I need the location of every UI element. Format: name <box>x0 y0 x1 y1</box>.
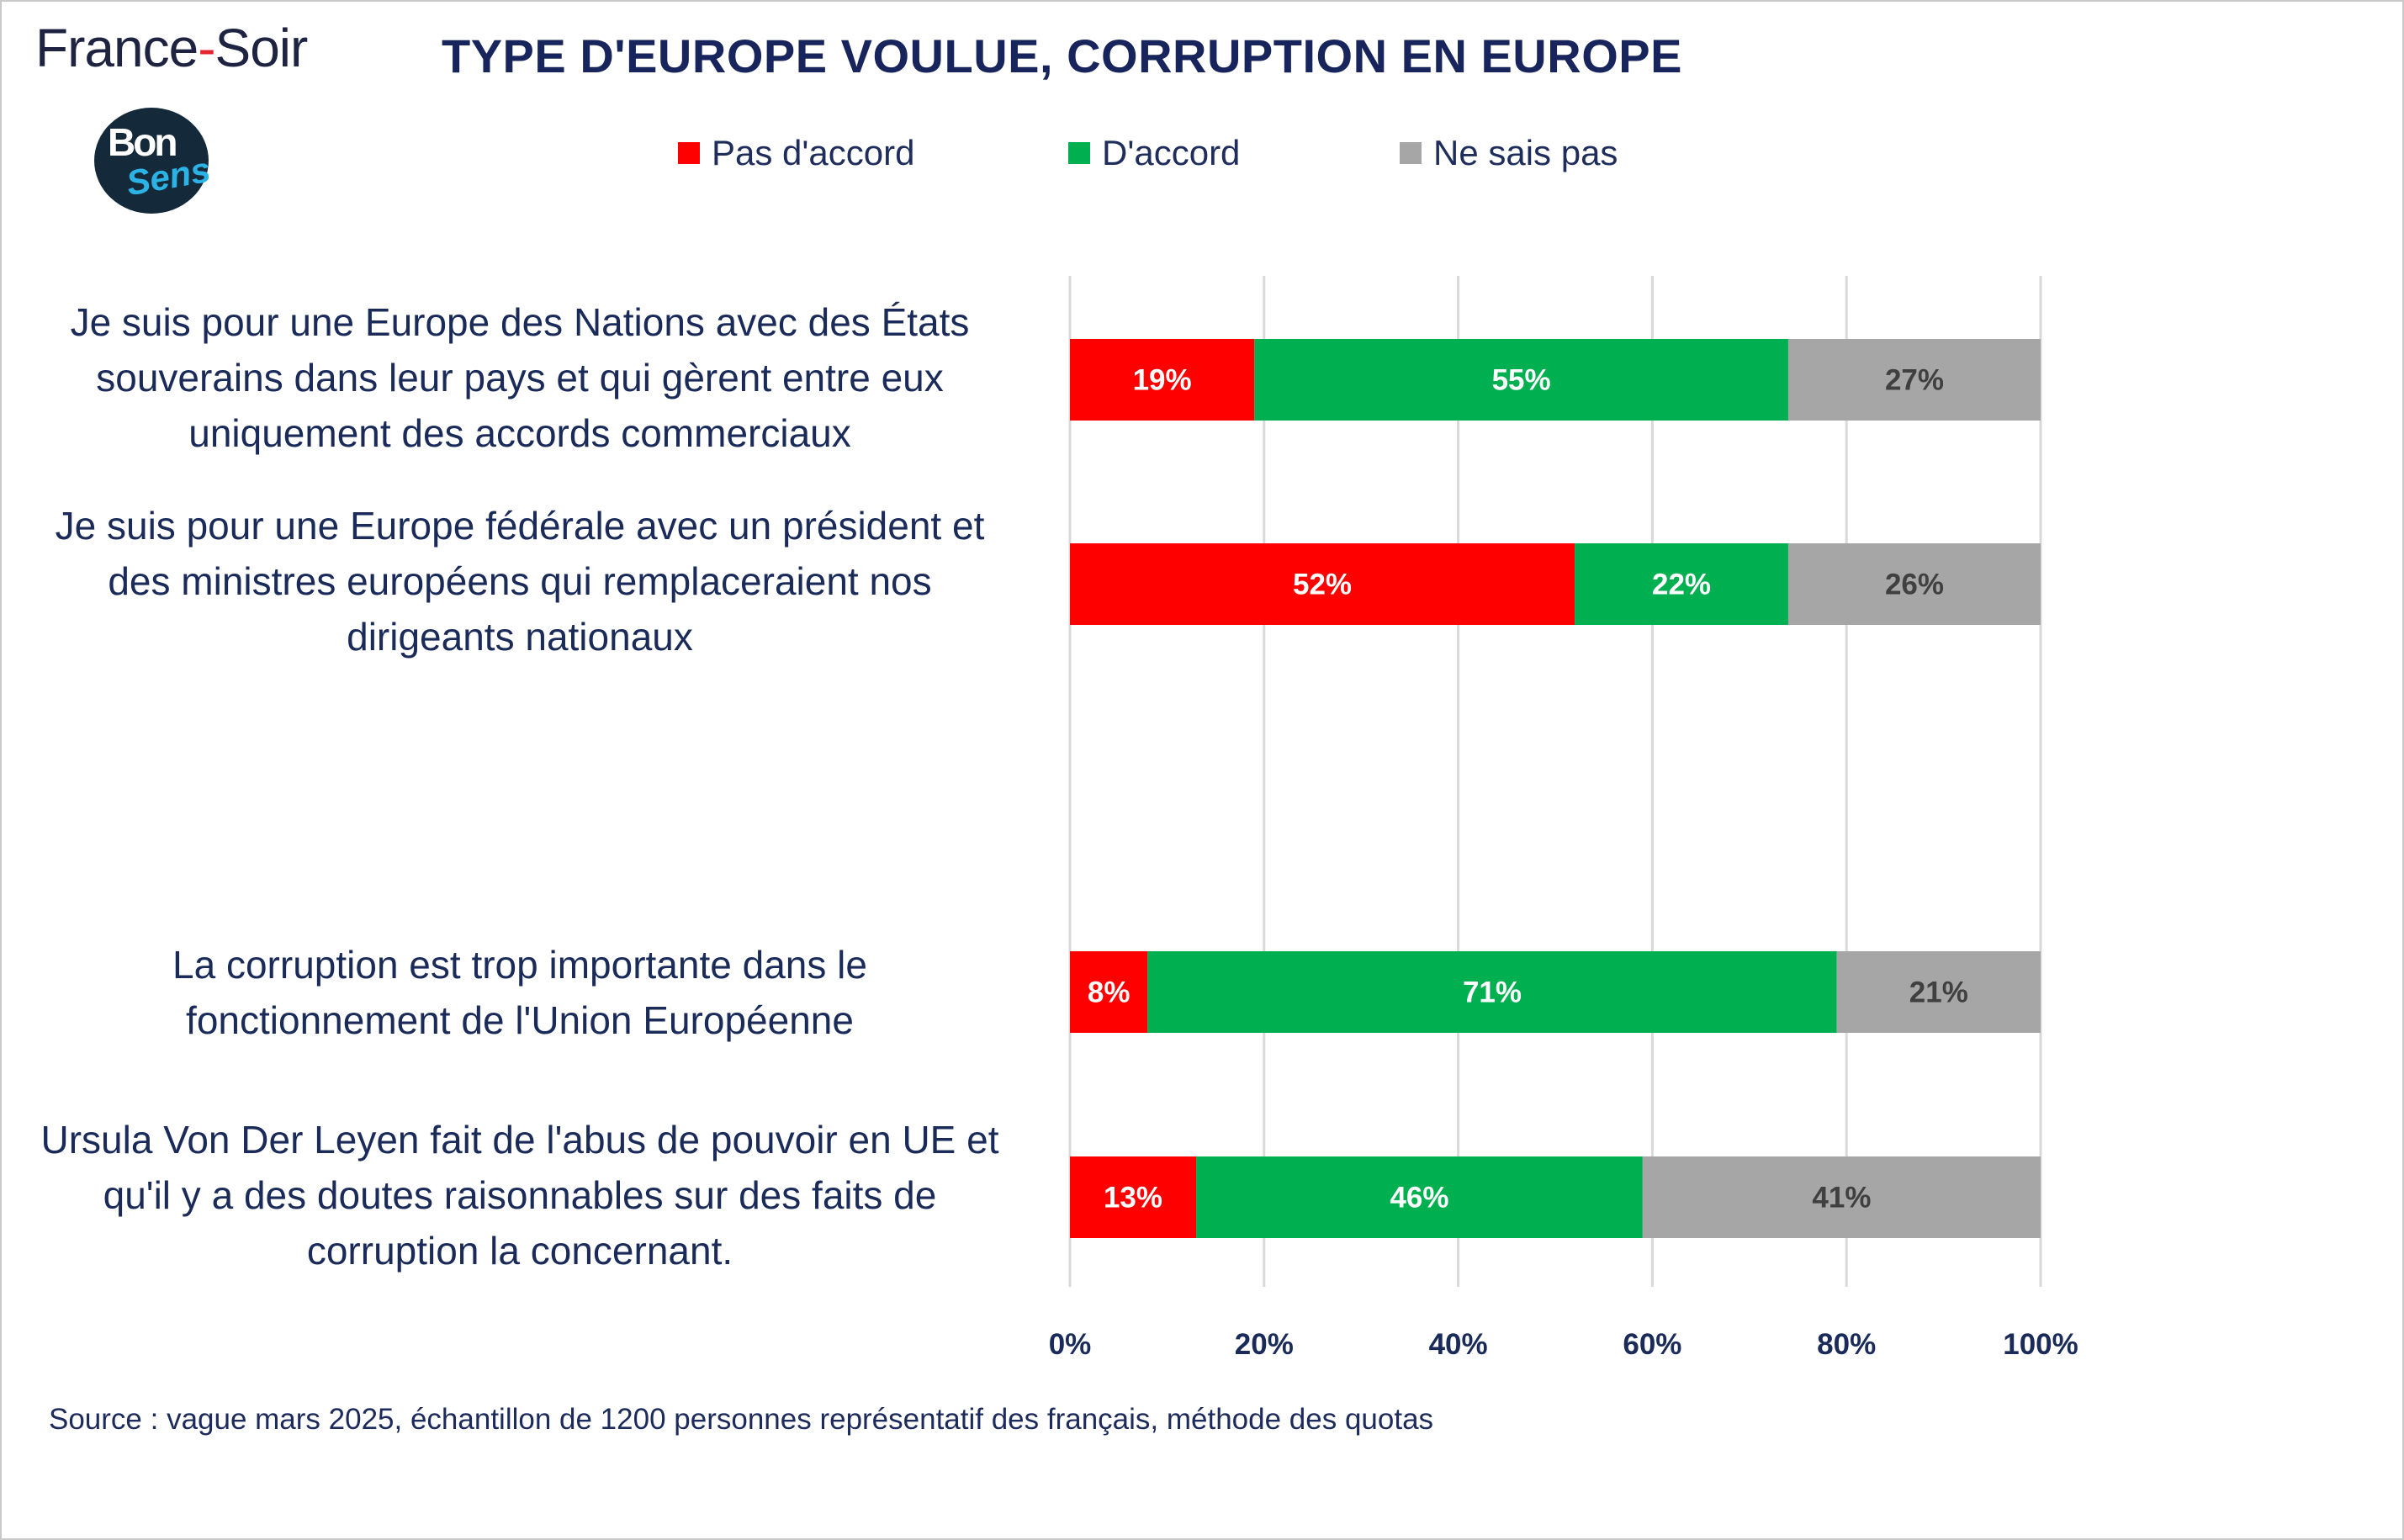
bar-agree-1 <box>1254 339 1788 421</box>
x-tick-label-100: 100% <box>2003 1328 2078 1361</box>
france-soir-logo: France-Soir <box>35 18 308 78</box>
chart-title: TYPE D'EUROPE VOULUE, CORRUPTION EN EURO… <box>442 29 1682 82</box>
data-label-agree-4: 46% <box>1390 1182 1448 1215</box>
x-tick-label-80: 80% <box>1817 1328 1876 1361</box>
legend-label-dontknow: Ne sais pas <box>1433 133 1618 172</box>
legend: Pas d'accord D'accord Ne sais pas <box>0 133 2404 175</box>
bar-disagree-1 <box>1070 339 1255 421</box>
category-label-4-line-1: Ursula Von Der Leyen fait de l'abus de p… <box>40 1118 999 1162</box>
category-label-2-line-3: dirigeants nationaux <box>347 615 693 659</box>
category-label-3: La corruption est trop importante dans l… <box>15 937 1025 1048</box>
category-label-4-line-3: corruption la concernant. <box>306 1229 733 1273</box>
data-label-agree-2: 22% <box>1652 569 1711 601</box>
legend-item-dontknow: Ne sais pas <box>1400 133 1618 173</box>
x-tick-label-60: 60% <box>1623 1328 1681 1361</box>
bar-dontknow-4 <box>1642 1156 2041 1238</box>
bon-sens-badge: Bon Sens <box>94 108 214 214</box>
bon-sens-line1: Bon <box>108 120 177 164</box>
legend-item-disagree: Pas d'accord <box>678 133 914 173</box>
data-label-dontknow-4: 41% <box>1812 1182 1871 1215</box>
category-label-2-line-1: Je suis pour une Europe fédérale avec un… <box>55 504 985 548</box>
category-label-4-line-2: qu'il y a des doutes raisonnables sur de… <box>103 1173 937 1217</box>
x-tick-label-40: 40% <box>1429 1328 1488 1361</box>
category-label-3-line-2: fonctionnement de l'Union Européenne <box>186 998 854 1042</box>
category-label-2-line-2: des ministres européens qui remplaceraie… <box>108 559 932 603</box>
bar-agree-4 <box>1196 1156 1643 1238</box>
category-label-2: Je suis pour une Europe fédérale avec un… <box>15 498 1025 664</box>
x-tick-label-0: 0% <box>1049 1328 1092 1361</box>
bar-dontknow-1 <box>1787 339 2041 421</box>
category-label-3-line-1: La corruption est trop importante dans l… <box>172 943 867 987</box>
source-note: Source : vague mars 2025, échantillon de… <box>49 1403 1434 1436</box>
category-label-1-line-3: uniquement des accords commerciaux <box>188 411 851 455</box>
bar-dontknow-2 <box>1787 543 2041 625</box>
bar-disagree-3 <box>1070 951 1148 1033</box>
data-label-agree-1: 55% <box>1492 364 1551 397</box>
category-label-1-line-2: souverains dans leur pays et qui gèrent … <box>96 356 944 400</box>
data-label-disagree-2: 52% <box>1293 569 1352 601</box>
x-tick-label-20: 20% <box>1235 1328 1294 1361</box>
category-label-1-line-1: Je suis pour une Europe des Nations avec… <box>70 300 970 344</box>
category-label-4: Ursula Von Der Leyen fait de l'abus de p… <box>15 1112 1025 1278</box>
bar-agree-2 <box>1575 543 1788 625</box>
legend-swatch-agree <box>1068 142 1090 164</box>
data-label-dontknow-2: 26% <box>1885 569 1944 601</box>
data-label-agree-3: 71% <box>1463 976 1522 1009</box>
bar-disagree-4 <box>1070 1156 1197 1238</box>
legend-item-agree: D'accord <box>1068 133 1240 173</box>
legend-swatch-dontknow <box>1400 142 1422 164</box>
category-label-1: Je suis pour une Europe des Nations avec… <box>15 294 1025 461</box>
data-label-disagree-1: 19% <box>1133 364 1192 397</box>
bar-agree-3 <box>1147 951 1837 1033</box>
data-label-disagree-3: 8% <box>1088 976 1131 1009</box>
bar-disagree-2 <box>1070 543 1575 625</box>
legend-label-agree: D'accord <box>1102 133 1241 172</box>
data-label-dontknow-1: 27% <box>1885 364 1944 397</box>
data-label-disagree-4: 13% <box>1104 1182 1162 1215</box>
data-label-dontknow-3: 21% <box>1909 976 1968 1009</box>
bar-dontknow-3 <box>1836 951 2041 1033</box>
legend-label-disagree: Pas d'accord <box>712 133 915 172</box>
legend-swatch-disagree <box>678 142 700 164</box>
